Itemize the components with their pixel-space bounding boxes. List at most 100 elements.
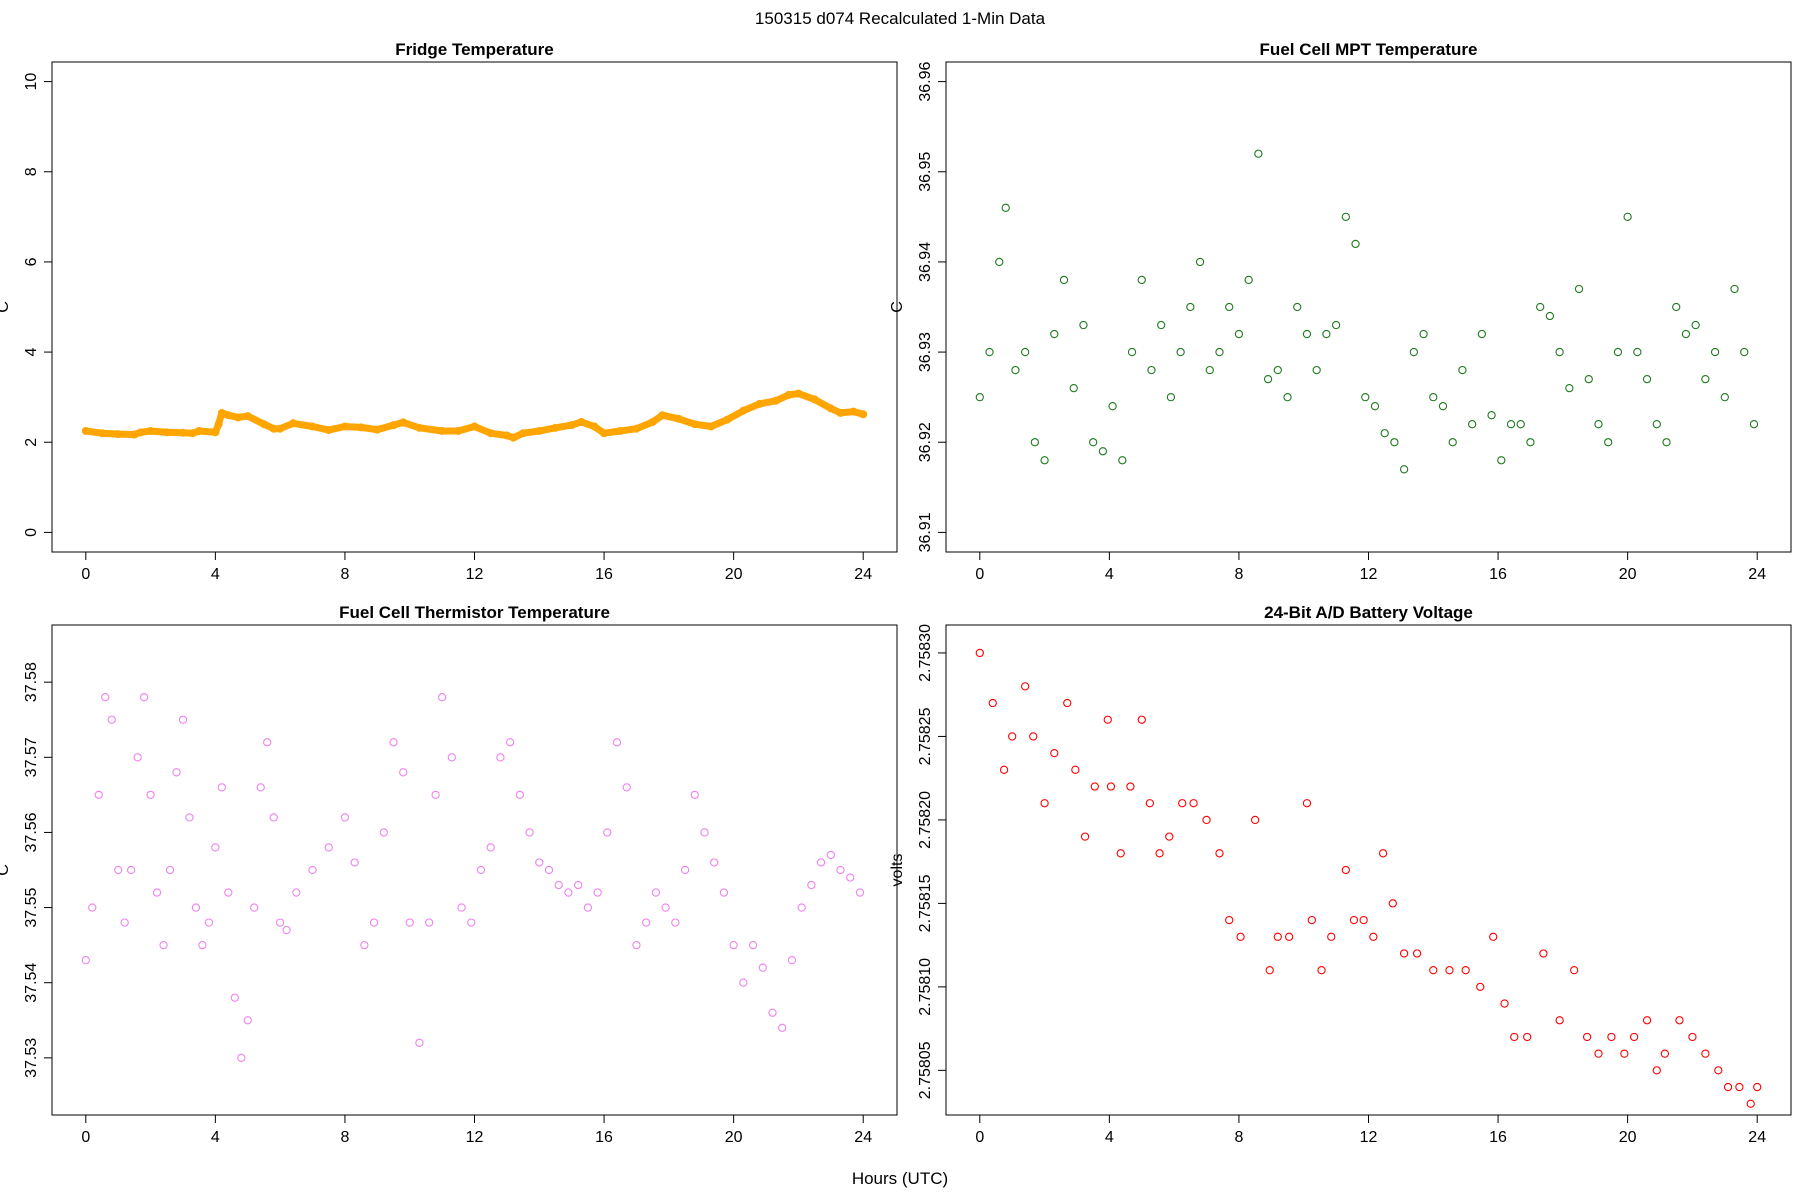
data-point — [292, 888, 301, 897]
data-point — [794, 389, 803, 398]
data-point — [1098, 447, 1108, 456]
data-point — [470, 422, 479, 431]
data-point — [243, 1016, 252, 1025]
data-point — [324, 426, 333, 435]
data-point — [1570, 966, 1579, 975]
data-point — [1293, 302, 1302, 312]
data-point — [230, 993, 239, 1002]
data-point — [1020, 682, 1030, 691]
data-point — [846, 873, 855, 882]
data-point — [1672, 302, 1681, 312]
data-point — [237, 1053, 246, 1062]
data-point — [723, 415, 732, 424]
data-point — [1040, 456, 1049, 465]
y-tick-label: 36.93 — [917, 332, 934, 372]
data-point — [680, 865, 690, 875]
y-tick-label: 36.91 — [917, 512, 934, 552]
data-point — [739, 978, 748, 987]
data-point — [1620, 1049, 1629, 1058]
x-tick-label: 16 — [595, 566, 613, 583]
data-point — [1749, 420, 1759, 429]
data-point — [1720, 393, 1729, 402]
data-point — [1011, 365, 1020, 375]
data-point — [1370, 402, 1380, 411]
y-axis-label: C — [0, 864, 12, 876]
x-tick-label: 24 — [854, 1129, 872, 1146]
data-point — [1555, 1016, 1564, 1025]
data-point — [1202, 815, 1211, 825]
data-point — [797, 903, 806, 912]
data-point — [544, 865, 554, 875]
y-tick-label: 36.95 — [917, 152, 934, 192]
data-point — [505, 738, 515, 747]
data-point — [1378, 849, 1388, 858]
data-point — [661, 903, 670, 912]
data-point — [198, 940, 207, 950]
data-point — [1448, 438, 1457, 447]
data-point — [107, 715, 116, 724]
data-point — [1059, 275, 1069, 285]
data-point — [622, 783, 631, 792]
data-point — [1633, 347, 1642, 357]
data-point — [1516, 420, 1525, 429]
figure-title: 150315 d074 Recalculated 1-Min Data — [755, 9, 1046, 28]
y-tick-label: 2.75810 — [917, 958, 934, 1016]
data-point — [739, 406, 748, 415]
x-tick-label: 20 — [725, 1129, 743, 1146]
data-point — [748, 940, 758, 950]
data-point — [1225, 302, 1234, 312]
data-point — [1090, 782, 1099, 791]
data-point — [101, 693, 110, 702]
data-point — [1536, 302, 1545, 312]
data-point — [405, 918, 414, 927]
y-tick-label: 2.75825 — [917, 707, 934, 765]
data-point — [1607, 1032, 1616, 1042]
x-tick-label: 12 — [1360, 566, 1378, 583]
data-point — [719, 888, 729, 897]
data-point — [535, 858, 544, 867]
data-point — [1510, 1032, 1519, 1042]
data-point — [1063, 698, 1072, 708]
data-point — [1660, 1049, 1670, 1058]
data-point — [1069, 383, 1078, 393]
data-point — [1714, 1066, 1723, 1075]
data-point — [1236, 932, 1245, 941]
panel-title: 24-Bit A/D Battery Voltage — [1264, 603, 1473, 622]
data-point — [275, 918, 285, 927]
data-point — [1302, 799, 1312, 808]
data-point — [256, 783, 265, 792]
y-tick-label: 2 — [23, 438, 40, 447]
data-point — [1008, 732, 1017, 741]
y-tick-label: 8 — [23, 167, 40, 176]
data-point — [1735, 1082, 1744, 1092]
data-point — [826, 404, 835, 413]
data-point — [1584, 374, 1593, 384]
data-point — [975, 393, 984, 402]
panel-title: Fuel Cell Thermistor Temperature — [339, 603, 610, 622]
data-point — [1145, 799, 1155, 808]
data-point — [1565, 383, 1574, 393]
data-point — [1359, 915, 1368, 925]
data-point — [1351, 239, 1360, 249]
data-point — [1205, 365, 1214, 375]
data-point — [1399, 465, 1409, 474]
data-point — [350, 858, 359, 867]
x-tick-label: 24 — [1748, 1129, 1766, 1146]
data-point — [1108, 402, 1117, 411]
data-point — [114, 430, 123, 439]
data-point — [1341, 865, 1350, 875]
data-point — [1723, 1082, 1733, 1092]
data-point — [1701, 1049, 1710, 1058]
data-point — [399, 768, 408, 777]
x-tick-label: 4 — [211, 1129, 220, 1146]
y-tick-label: 2.75815 — [917, 874, 934, 932]
data-point — [425, 918, 434, 927]
y-tick-label: 6 — [23, 257, 40, 266]
data-point — [648, 417, 657, 426]
data-point — [234, 413, 243, 422]
y-tick-label: 36.92 — [917, 422, 934, 462]
data-point — [1327, 932, 1336, 941]
data-point — [1361, 393, 1370, 402]
data-point — [1652, 1066, 1661, 1075]
data-point — [1458, 365, 1467, 375]
